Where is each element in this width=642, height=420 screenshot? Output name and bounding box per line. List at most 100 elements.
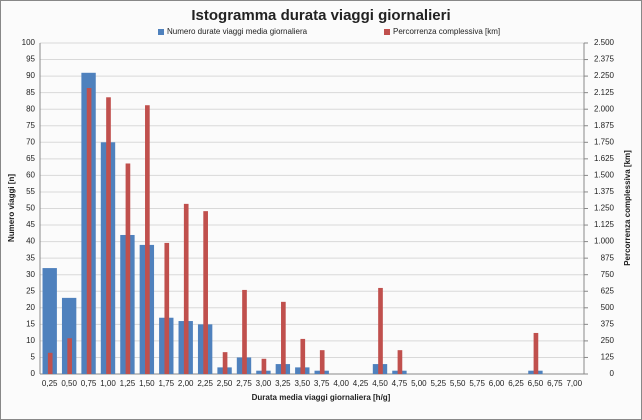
bar	[145, 105, 150, 374]
y2-tick-label: 2.500	[594, 38, 615, 47]
x-tick-label: 6,25	[508, 379, 524, 388]
legend-swatch	[158, 29, 164, 35]
y-tick-label: 55	[26, 187, 35, 196]
y2-tick-label: 125	[601, 353, 615, 362]
x-tick-label: 5,75	[469, 379, 485, 388]
bar	[164, 242, 170, 374]
bar	[183, 203, 189, 374]
y-tick-label: 50	[26, 204, 35, 213]
y-tick-label: 85	[26, 88, 35, 97]
bar	[86, 88, 92, 375]
x-tick-label: 0,75	[81, 379, 97, 388]
x-tick-label: 5,25	[430, 379, 446, 388]
y2-tick-label: 1.500	[594, 171, 615, 180]
y2-tick-label: 1.625	[594, 154, 615, 163]
x-tick-label: 4,00	[333, 379, 349, 388]
x-tick-label: 6,00	[489, 379, 505, 388]
x-tick-label: 2,25	[197, 379, 213, 388]
x-tick-label: 0,50	[61, 379, 77, 388]
y2-tick-label: 2.250	[594, 71, 615, 80]
legend-swatch	[384, 29, 390, 35]
x-tick-label: 1,75	[158, 379, 174, 388]
bar	[47, 352, 53, 374]
x-tick-label: 4,25	[353, 379, 369, 388]
y-tick-label: 5	[31, 353, 36, 362]
y-tick-label: 30	[26, 270, 35, 279]
x-tick-label: 1,00	[100, 379, 116, 388]
y-tick-label: 60	[26, 171, 35, 180]
y2-tick-label: 1.875	[594, 121, 615, 130]
x-tick-label: 3,50	[294, 379, 310, 388]
y-tick-label: 20	[26, 303, 35, 312]
y-tick-label: 25	[26, 286, 35, 295]
y-tick-label: 35	[26, 253, 35, 262]
y2-tick-label: 0	[610, 369, 615, 378]
x-tick-label: 1,50	[139, 379, 155, 388]
bar	[61, 297, 77, 374]
x-tick-label: 2,75	[236, 379, 252, 388]
bar	[106, 97, 111, 374]
y-axis-title: Numero viaggi [n]	[7, 174, 16, 242]
y2-tick-label: 1.750	[594, 137, 615, 146]
y2-tick-label: 375	[601, 319, 615, 328]
y2-tick-label: 500	[601, 303, 615, 312]
bar	[378, 287, 383, 374]
bar	[533, 332, 539, 374]
y2-tick-label: 250	[601, 336, 615, 345]
x-tick-label: 2,00	[178, 379, 194, 388]
y2-tick-label: 1.000	[594, 237, 615, 246]
y2-tick-label: 750	[601, 270, 615, 279]
y-tick-label: 65	[26, 154, 35, 163]
bar	[203, 211, 208, 374]
y-tick-label: 15	[26, 319, 35, 328]
y2-tick-label: 875	[601, 253, 615, 262]
bar	[242, 289, 247, 374]
y2-tick-label: 2.125	[594, 88, 615, 97]
bar	[261, 358, 267, 374]
y-tick-label: 45	[26, 220, 35, 229]
y2-tick-label: 2.000	[594, 104, 615, 113]
x-axis-title: Durata media viaggi giornaliera [h/g]	[252, 393, 391, 402]
y-tick-label: 10	[26, 336, 35, 345]
bar	[281, 301, 286, 374]
y-tick-label: 95	[26, 55, 35, 64]
x-tick-label: 2,50	[217, 379, 233, 388]
y2-tick-label: 625	[601, 286, 615, 295]
y-tick-label: 75	[26, 121, 35, 130]
y-tick-label: 0	[31, 369, 36, 378]
bar	[125, 163, 131, 374]
x-tick-label: 5,00	[411, 379, 427, 388]
y2-tick-label: 1.125	[594, 220, 615, 229]
y-tick-label: 40	[26, 237, 35, 246]
bar	[397, 350, 403, 374]
x-tick-label: 1,25	[120, 379, 136, 388]
bar	[300, 338, 306, 374]
y-tick-label: 90	[26, 71, 35, 80]
x-tick-label: 3,25	[275, 379, 291, 388]
x-tick-label: 4,50	[372, 379, 388, 388]
x-tick-label: 3,00	[256, 379, 272, 388]
y2-tick-label: 1.375	[594, 187, 615, 196]
x-tick-label: 0,25	[42, 379, 58, 388]
x-tick-label: 7,00	[566, 379, 582, 388]
y-tick-label: 70	[26, 137, 35, 146]
y2-tick-label: 1.250	[594, 204, 615, 213]
x-tick-label: 4,75	[392, 379, 408, 388]
y2-axis-title: Percorrenza complessiva [km]	[623, 150, 632, 266]
legend-label: Percorrenza complessiva [km]	[393, 27, 500, 36]
bar	[42, 268, 57, 374]
chart-title: Istogramma durata viaggi giornalieri	[191, 7, 450, 24]
y-tick-label: 100	[22, 38, 36, 47]
x-tick-label: 3,75	[314, 379, 330, 388]
bar	[67, 338, 72, 374]
y2-tick-label: 2.375	[594, 55, 615, 64]
x-tick-label: 5,50	[450, 379, 466, 388]
x-tick-label: 6,50	[528, 379, 544, 388]
x-tick-label: 6,75	[547, 379, 563, 388]
bar	[222, 352, 228, 374]
bar	[319, 350, 325, 374]
legend-label: Numero durate viaggi media giornaliera	[167, 27, 308, 36]
y-tick-label: 80	[26, 104, 35, 113]
